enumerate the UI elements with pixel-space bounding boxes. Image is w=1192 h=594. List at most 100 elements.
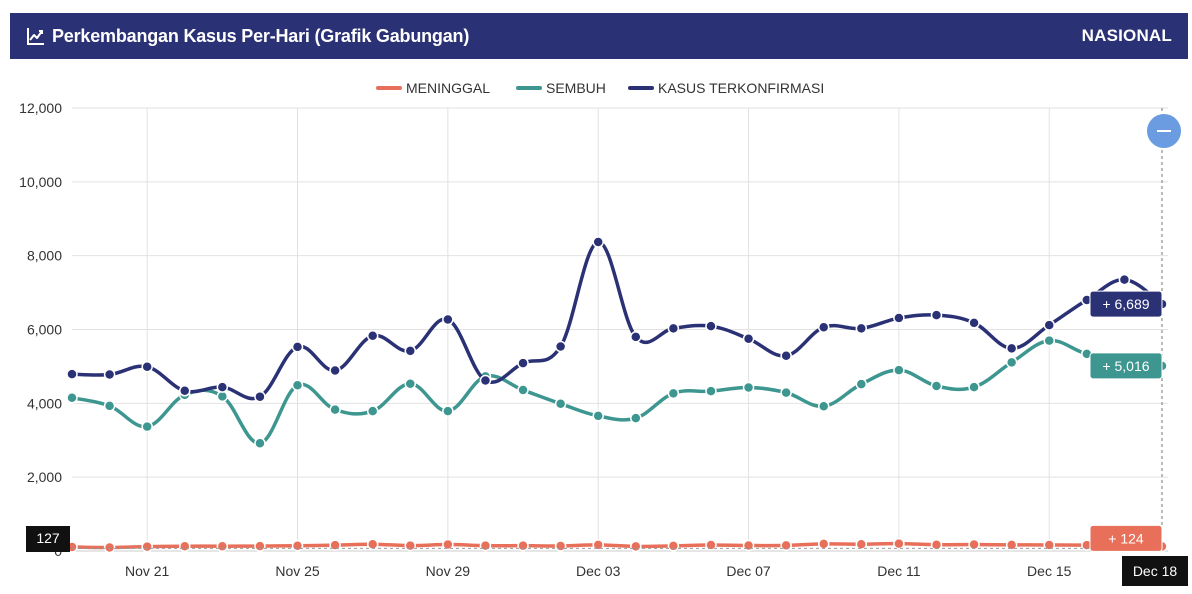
data-point-sembuh [254,437,266,449]
data-point-sembuh [141,420,153,433]
x-axis: Nov 21 Nov 25 Nov 29 Dec 03 Dec 07 Dec 11 Dec … [72,550,1168,579]
x-tick-label: Nov 29 [426,563,471,579]
x-tick-label: Nov 25 [275,563,320,579]
data-point-sembuh [103,400,116,412]
data-point-sembuh [855,378,868,390]
data-point-terkonfirmasi [1005,342,1018,355]
data-point-meninggal [592,539,604,551]
data-point-meninggal [291,539,304,552]
scope-label: NASIONAL [1081,26,1172,45]
legend-item-sembuh: SEMBUH [516,80,606,96]
data-point-sembuh [705,385,717,397]
data-point-terkonfirmasi [216,381,229,393]
y-tick-label: 6,000 [27,322,62,338]
data-point-sembuh [1043,334,1055,347]
data-point-meninggal [517,539,529,552]
data-point-sembuh [930,380,943,392]
data-point-terkonfirmasi [817,321,830,334]
data-point-meninggal [705,539,717,551]
data-point-meninggal [817,538,830,550]
data-point-terkonfirmasi [855,322,868,335]
data-point-sembuh [817,400,830,413]
data-point-terkonfirmasi [291,341,304,353]
data-point-terkonfirmasi [179,385,191,397]
data-point-meninggal [404,539,417,552]
line-chart-icon [27,28,44,45]
series-line-meninggal [71,541,1163,550]
chart-legend: MENINGGAL SEMBUH KASUS TERKONFIRMASI [376,80,824,96]
data-point-sembuh [66,392,78,404]
data-point-meninggal [1043,539,1055,551]
data-point-sembuh [1005,356,1018,369]
data-point-sembuh [968,381,980,393]
data-point-terkonfirmasi [554,340,567,353]
series-terkonfirmasi [66,236,1168,403]
data-point-terkonfirmasi [742,332,755,345]
data-point-meninggal [366,538,379,550]
data-point-sembuh [404,378,417,390]
zoom-out-button[interactable] [1147,114,1181,148]
tooltip-sembuh: + 5,016 [1089,352,1163,380]
header-title-group: Perkembangan Kasus Per-Hari (Grafik Gabu… [26,26,469,47]
x-tick-label: Dec 11 [877,563,921,579]
crosshair-x-label-bg [1122,556,1188,586]
chart-series [66,236,1168,554]
data-point-sembuh [517,384,529,396]
y-tick-label: 12,000 [19,100,62,116]
data-point-sembuh [893,364,905,376]
data-point-terkonfirmasi [66,368,78,380]
chart-grid [72,107,1168,552]
data-point-terkonfirmasi [103,368,116,381]
data-point-terkonfirmasi [968,317,980,329]
legend-label: MENINGGAL [406,80,490,96]
data-point-meninggal [216,540,229,552]
data-point-meninggal [254,540,266,552]
data-point-meninggal [479,539,492,552]
data-point-meninggal [1005,539,1018,551]
data-point-meninggal [103,541,116,554]
data-point-meninggal [329,539,341,551]
data-point-terkonfirmasi [141,361,153,373]
chart-title: Perkembangan Kasus Per-Hari (Grafik Gabu… [52,25,470,46]
data-point-terkonfirmasi [1043,319,1055,331]
chart-header: Perkembangan Kasus Per-Hari (Grafik Gabu… [10,13,1188,59]
data-point-terkonfirmasi [404,345,417,357]
crosshair-x-label: Dec 18 [1122,556,1188,586]
crosshair-y-label: 127 [26,526,70,552]
data-point-meninggal [141,540,153,553]
data-point-sembuh [442,405,454,417]
data-point-terkonfirmasi [630,331,642,343]
data-point-meninggal [442,538,454,551]
data-point-meninggal [893,537,905,550]
data-point-terkonfirmasi [893,312,905,324]
data-point-terkonfirmasi [329,364,341,377]
data-point-sembuh [366,405,379,417]
data-point-terkonfirmasi [667,322,680,335]
data-point-terkonfirmasi [780,349,792,362]
data-point-sembuh [742,381,755,394]
data-point-meninggal [780,539,792,552]
data-point-terkonfirmasi [930,309,943,321]
tooltip-terkonfirmasi-text: + 6,689 [1102,296,1149,312]
data-point-meninggal [179,540,191,552]
chart-overlay: + 6,689 + 5,016 + 124 127 Dec 18 [26,108,1188,586]
data-point-terkonfirmasi [517,357,529,369]
legend-label: KASUS TERKONFIRMASI [658,80,824,96]
data-point-meninggal [855,538,868,550]
data-point-sembuh [630,412,642,424]
series-line-terkonfirmasi [71,240,1164,401]
tooltip-meninggal-text: + 124 [1108,530,1144,546]
x-tick-label: Dec 07 [726,563,771,579]
data-point-sembuh [780,386,792,399]
data-point-terkonfirmasi [592,236,604,248]
data-point-sembuh [592,410,604,422]
y-tick-label: 10,000 [19,174,62,190]
legend-label: SEMBUH [546,80,606,96]
series-meninggal [66,537,1168,554]
y-tick-label: 8,000 [27,248,62,264]
data-point-meninggal [554,540,567,552]
y-tick-label: 2,000 [27,469,62,485]
data-point-sembuh [329,403,341,416]
data-point-meninggal [667,540,680,552]
